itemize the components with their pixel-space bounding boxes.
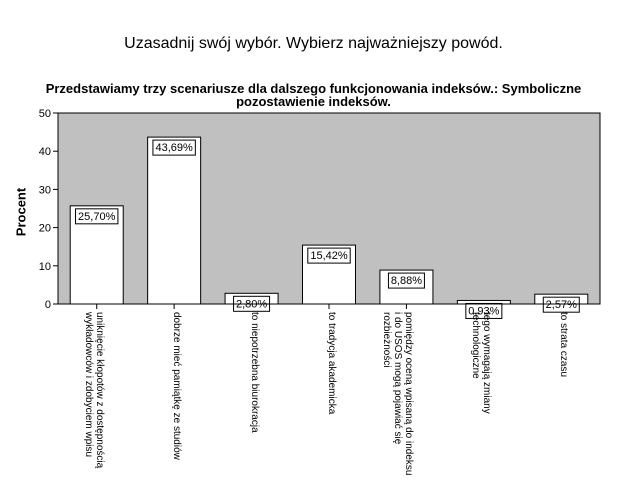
page-title: Uzasadnij swój wybór. Wybierz najważniej… — [124, 35, 503, 52]
y-tick-label: 20 — [39, 223, 51, 235]
chart-title: Przedstawiamy trzy scenariusze dla dalsz… — [45, 81, 582, 109]
bar — [147, 136, 202, 305]
data-label: 0,93% — [468, 305, 499, 317]
x-tick-label: to tradycja akademicka — [326, 312, 337, 415]
data-label-box — [465, 302, 503, 319]
x-tick-label: pomiędzy oceną wpisaną do indeksu i do U… — [381, 312, 415, 476]
data-label-box — [307, 247, 351, 264]
y-tick-label: 0 — [45, 299, 51, 311]
x-tick-label: to niepotrzebna biurokracja — [248, 312, 260, 433]
data-label: 2,57% — [546, 299, 577, 311]
y-tick-label: 30 — [39, 184, 51, 196]
data-label-box — [75, 208, 119, 225]
data-label-box — [152, 139, 196, 156]
data-label: 8,88% — [391, 275, 422, 287]
x-tick-label: dobrze mieć pamiątkę ze studiów — [171, 312, 183, 460]
x-tick-label: uniknięcie kłopotów z dostępnością wykła… — [82, 312, 105, 469]
y-tick-label: 40 — [39, 146, 51, 158]
y-tick-label: 50 — [39, 108, 51, 120]
data-label: 15,42% — [310, 250, 348, 262]
data-label: 43,69% — [155, 142, 193, 154]
x-tick-label: tego wymagają zmiany technologiczne — [469, 312, 492, 414]
data-label: 25,70% — [78, 211, 116, 223]
y-tick-label: 10 — [39, 261, 51, 273]
x-tick-label: to strata czasu — [558, 312, 570, 378]
data-label-box — [387, 272, 425, 289]
data-label-box — [542, 296, 580, 313]
